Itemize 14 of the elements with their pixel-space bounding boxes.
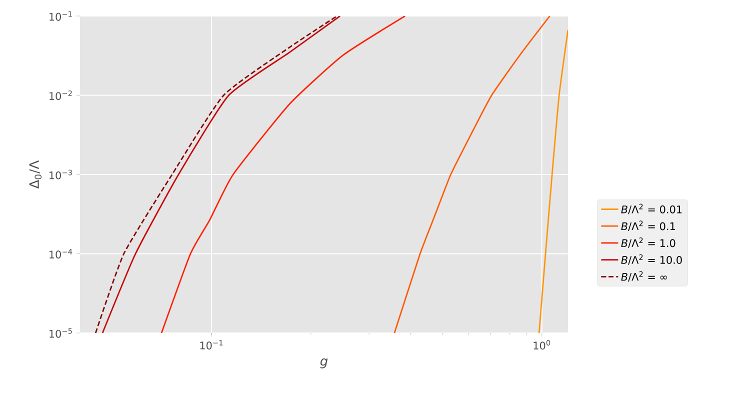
legend-label: B/Λ$^{2}$ = 10.0 [621,254,682,265]
legend-label: B/Λ$^{2}$ = 0.1 [621,220,675,232]
legend-label: B/Λ$^{2}$ = 1.0 [621,238,676,248]
line-series [538,29,568,334]
y-tick-label: 10$^{−1}$ [50,11,72,21]
y-tick-label: 10$^{−2}$ [50,90,72,100]
y-tick-label: 10$^{−5}$ [50,328,72,338]
x-axis-title: g [320,358,328,368]
x-tick-label: 10$^{0}$ [534,340,550,350]
legend-label: B/Λ$^{2}$ = 0.01 [621,204,682,214]
y-tick-label: 10$^{−4}$ [50,249,72,258]
y-axis-title: Δ$_{0}$/Λ [29,160,42,189]
y-tick-label: 10$^{−3}$ [50,170,72,180]
legend-label: B/Λ$^{2}$ = ∞ [621,271,667,282]
